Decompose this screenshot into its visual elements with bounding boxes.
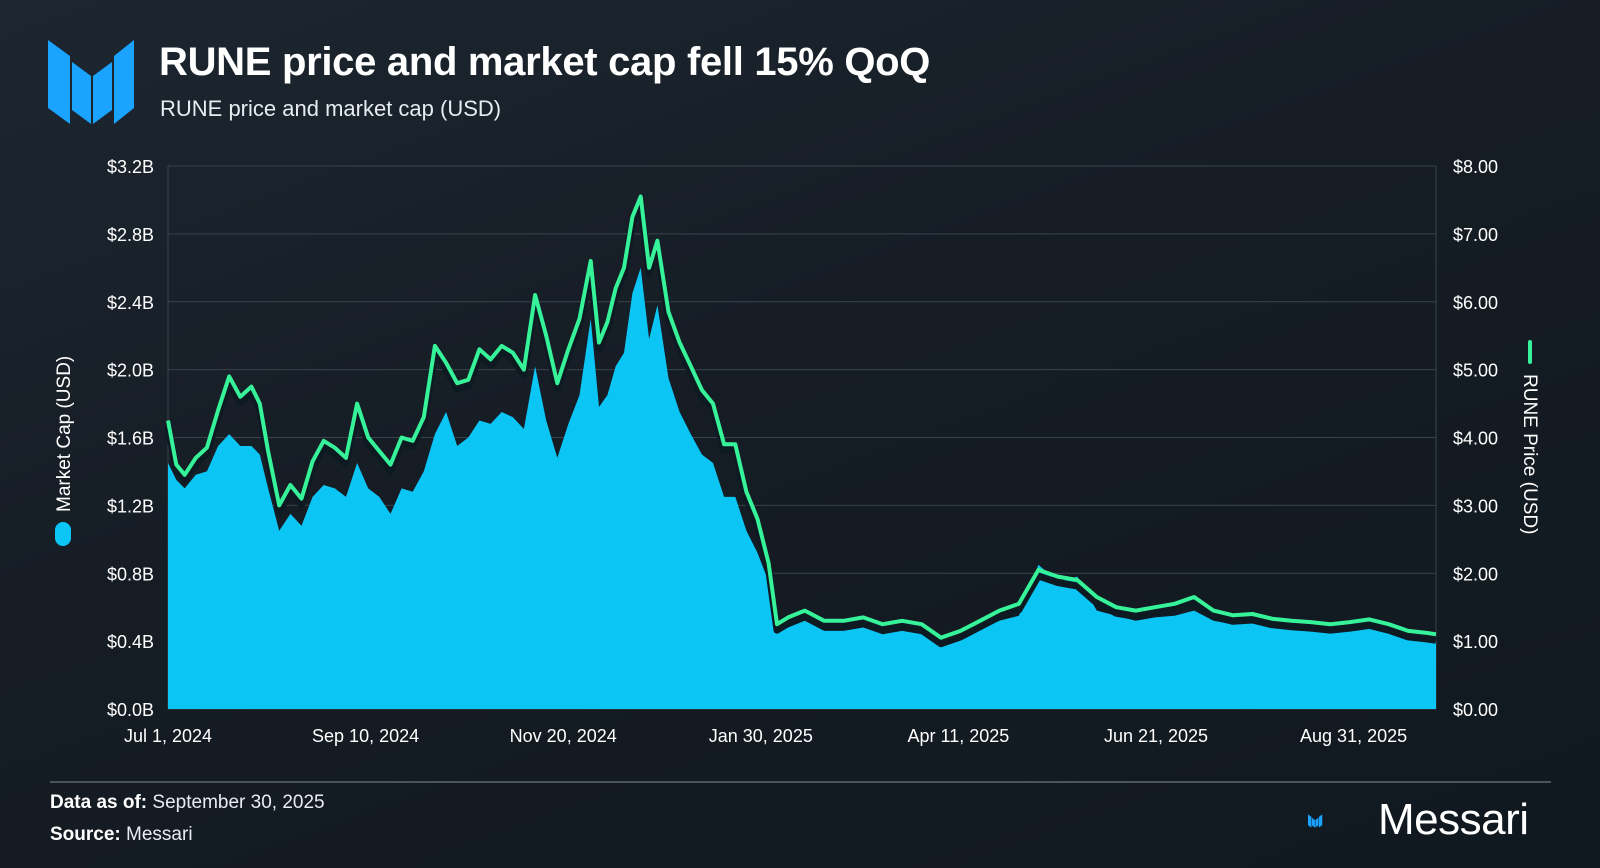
axis-labels: $0.0B $0.00 $0.4B $1.00 $0.8B $2.00 $1.2B $3.00… [107,157,1498,746]
data-as-of-label: Data as of: [50,792,148,813]
y-right-tick-label: $6.00 [1453,293,1498,313]
x-tick-label: Jul 1, 2024 [124,726,212,746]
source-label: Source: [50,824,121,845]
footer-divider [50,781,1551,783]
y-left-tick-label: $2.0B [107,361,154,381]
x-tick-label: Jun 21, 2025 [1104,726,1208,746]
market-cap-legend-swatch [55,522,71,546]
price-legend-swatch [1528,340,1532,364]
y-left-tick-label: $1.2B [107,496,154,516]
x-tick-label: Aug 31, 2025 [1300,726,1407,746]
y-left-tick-label: $0.8B [107,564,154,584]
left-axis-title: Market Cap (USD) [54,356,75,546]
x-tick-label: Sep 10, 2024 [312,726,419,746]
data-as-of: Data as of: September 30, 2025 [50,792,325,814]
price-series [166,194,1437,640]
y-right-tick-label: $3.00 [1453,496,1498,516]
y-left-tick-label: $2.8B [107,225,154,245]
y-right-tick-label: $1.00 [1453,632,1498,652]
y-left-tick-label: $0.4B [107,632,154,652]
y-axis-right-title: RUNE Price (USD) [1519,374,1540,534]
data-as-of-value: September 30, 2025 [152,792,325,813]
brand-name: Messari [1378,795,1529,844]
chart-canvas: $0.0B $0.00 $0.4B $1.00 $0.8B $2.00 $1.2B $3.00… [54,157,1540,746]
y-right-tick-label: $8.00 [1453,157,1498,177]
source: Source: Messari [50,824,193,846]
y-left-tick-label: $3.2B [107,157,154,177]
market-cap-series [168,267,1436,709]
messari-logo-icon [48,40,134,124]
x-tick-label: Nov 20, 2024 [510,726,617,746]
messari-brand-logo-icon [1308,814,1323,828]
x-tick-label: Jan 30, 2025 [709,726,813,746]
y-right-tick-label: $5.00 [1453,361,1498,381]
market-cap-area [168,267,1436,709]
y-right-tick-label: $4.00 [1453,429,1498,449]
y-left-tick-label: $2.4B [107,293,154,313]
price-line [164,194,1437,648]
chart-subtitle: RUNE price and market cap (USD) [160,96,502,121]
y-right-tick-label: $7.00 [1453,225,1498,245]
y-left-tick-label: $0.0B [107,700,154,720]
chart-title: RUNE price and market cap fell 15% QoQ [159,40,931,84]
y-right-tick-label: $0.00 [1453,700,1498,720]
y-left-tick-label: $1.6B [107,429,154,449]
source-value: Messari [126,824,193,845]
x-tick-label: Apr 11, 2025 [908,726,1010,746]
y-right-tick-label: $2.00 [1453,564,1498,584]
right-axis-title: RUNE Price (USD) [1519,340,1540,534]
y-axis-left-title: Market Cap (USD) [54,356,75,512]
